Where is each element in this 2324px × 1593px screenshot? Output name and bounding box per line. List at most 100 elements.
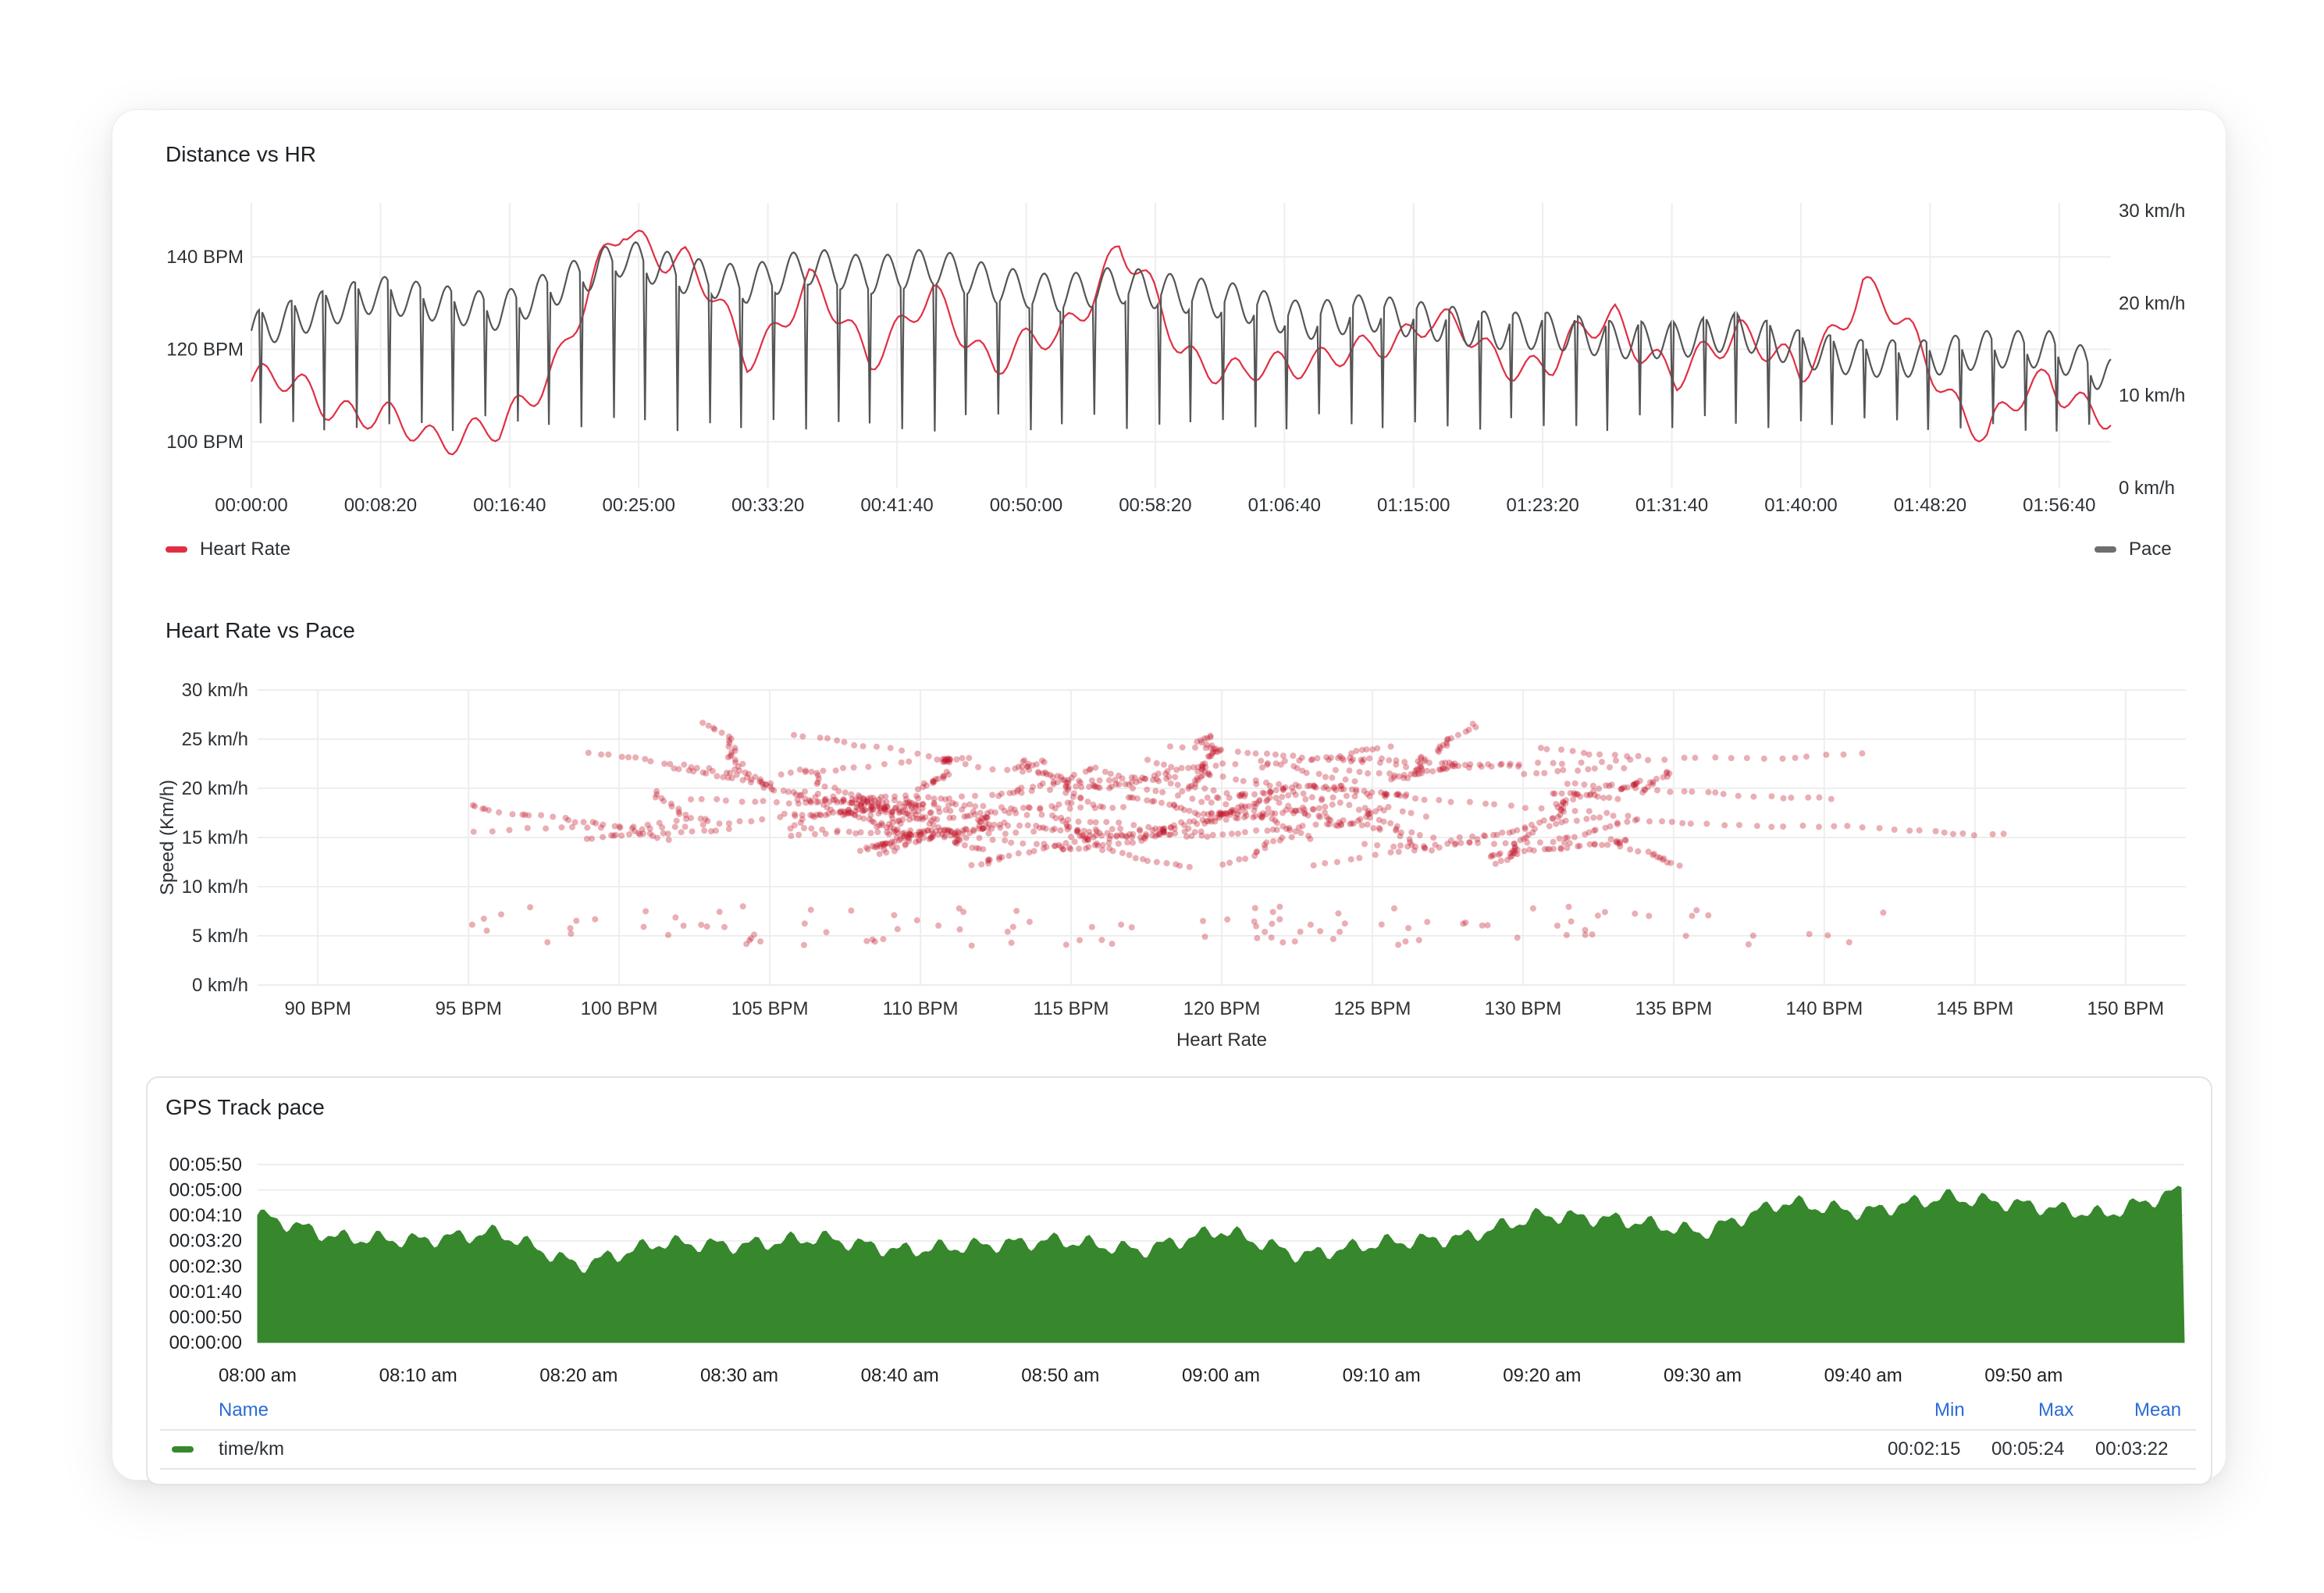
scatter-point [931,815,937,822]
scatter-point [1198,739,1205,746]
scatter-point [1583,816,1590,823]
scatter-point [1167,780,1174,787]
scatter-point [1302,796,1309,802]
scatter-point [1816,794,1823,801]
legend-heart-rate[interactable]: Heart Rate [165,539,290,560]
scatter-point [1215,795,1222,802]
scatter-point [1198,773,1205,780]
scatter-point [1692,754,1699,761]
scatter-point [1646,818,1653,825]
scatter-point [1566,840,1573,847]
scatter-point [1316,813,1323,820]
y-tick-label: 00:03:20 [169,1231,242,1252]
scatter-point [1705,912,1712,919]
scatter-point [1557,806,1564,813]
scatter-point [1504,856,1511,863]
scatter-point [892,827,899,834]
scatter-point [1340,786,1347,793]
scatter-point [1201,768,1208,775]
legend-table-name-time-km[interactable]: time/km [219,1438,284,1460]
scatter-point [888,838,895,845]
scatter-point [1469,833,1476,840]
scatter-point [1828,795,1835,802]
scatter-point [930,780,936,787]
scatter-point [1292,808,1299,814]
legend-pace[interactable]: Pace [2094,539,2172,560]
scatter-point [951,830,958,837]
scatter-point [1077,833,1084,840]
scatter-point [1611,752,1618,759]
legend-table-header-max[interactable]: Max [2038,1399,2074,1421]
scatter-point [837,809,844,816]
scatter-point [1613,839,1620,845]
scatter-point [1554,768,1561,774]
scatter-point [1253,827,1260,834]
scatter-point [583,835,590,842]
scatter-point [496,809,503,816]
scatter-point [859,806,866,813]
scatter-point [1290,752,1297,759]
scatter-point [867,830,874,837]
scatter-point [913,838,919,845]
scatter-point [1617,838,1624,845]
scatter-point [1186,783,1193,790]
scatter-point [940,773,947,780]
scatter-point [913,816,920,822]
scatter-point [1071,838,1078,845]
scatter-point [1272,760,1279,767]
scatter-point [850,764,857,771]
scatter-point [1436,844,1443,851]
scatter-point [1264,796,1271,803]
scatter-point [1443,742,1450,749]
scatter-point [1324,820,1330,827]
legend-table-header-name[interactable]: Name [219,1399,269,1421]
scatter-point [1753,823,1760,830]
scatter-point [731,756,738,763]
legend-table-header-min[interactable]: Min [1934,1399,1965,1421]
scatter-point [1216,747,1223,754]
scatter-point [1199,772,1206,779]
scatter-point [913,811,919,818]
scatter-point [801,920,808,927]
scatter-point [1058,814,1065,821]
scatter-point [1395,791,1402,798]
scatter-point [870,795,877,802]
scatter-point [1065,779,1071,786]
x-tick-label: 08:20 am [539,1365,617,1386]
scatter-point [1137,827,1144,834]
x-tick-label: 09:30 am [1664,1365,1742,1386]
scatter-point [1312,821,1319,828]
scatter-point [1329,794,1336,801]
scatter-point [1099,841,1106,848]
scatter-point [1592,827,1599,834]
scatter-point [919,801,926,808]
scatter-point [1024,763,1030,770]
scatter-point [1207,734,1214,741]
scatter-point [573,917,580,924]
scatter-point [1356,855,1363,862]
scatter-point [846,799,853,806]
scatter-point [1105,777,1112,784]
scatter-point [671,823,678,830]
scatter-point [589,835,595,842]
scatter-point [795,800,802,807]
scatter-point [1562,834,1569,841]
scatter-point [785,800,792,807]
scatter-point [1465,764,1472,771]
scatter-point [881,761,888,768]
scatter-point [831,784,838,791]
legend-table-header-mean[interactable]: Mean [2134,1399,2182,1421]
scatter-point [973,845,980,852]
scatter-point [906,837,913,845]
scatter-point [989,837,996,844]
scatter-point [1004,766,1011,773]
scatter-point [935,831,941,838]
scatter-point [726,740,733,747]
scatter-point [1108,783,1115,790]
y-left-tick-label: 120 BPM [166,340,244,361]
scatter-point [1490,831,1497,838]
scatter-point [728,752,735,759]
scatter-point [1296,807,1303,814]
scatter-point [864,795,871,802]
scatter-point [1070,790,1077,797]
